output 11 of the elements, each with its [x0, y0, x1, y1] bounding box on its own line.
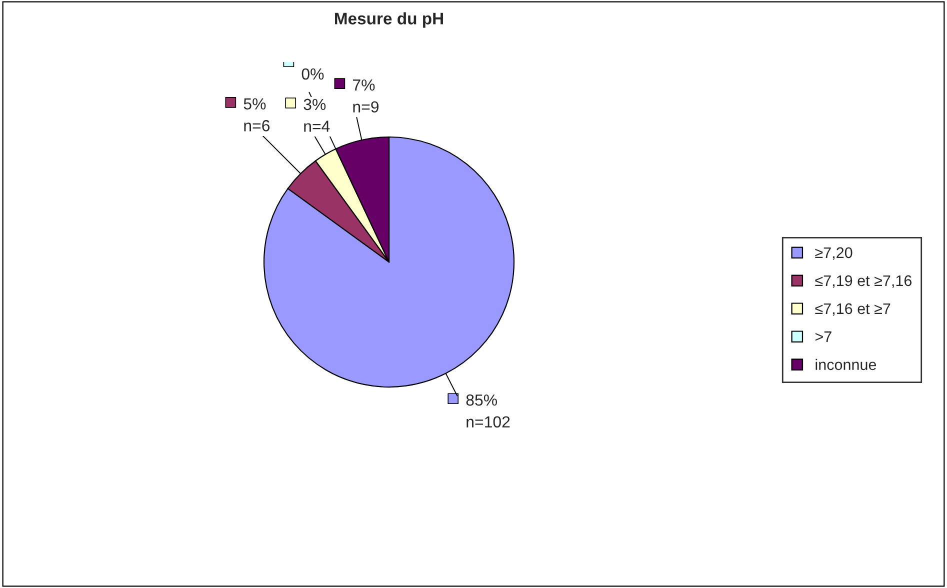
data-label: 5% n=6: [244, 98, 270, 132]
data-label: 85% n=102: [466, 394, 510, 428]
text: 0%: [302, 68, 324, 80]
legend-label: >7: [815, 331, 832, 342]
chart-title: Mesure du pH: [335, 12, 443, 28]
legend-label: ≤7,19 et ≥7,16: [815, 275, 912, 288]
data-label: 3% n=4: [304, 98, 330, 132]
legend-label: ≥7,20: [815, 247, 852, 260]
legend-label: inconnue: [816, 358, 876, 370]
data-label: 7% n=9: [353, 79, 379, 113]
legend-label: ≤7,16 et ≥7: [815, 303, 890, 316]
